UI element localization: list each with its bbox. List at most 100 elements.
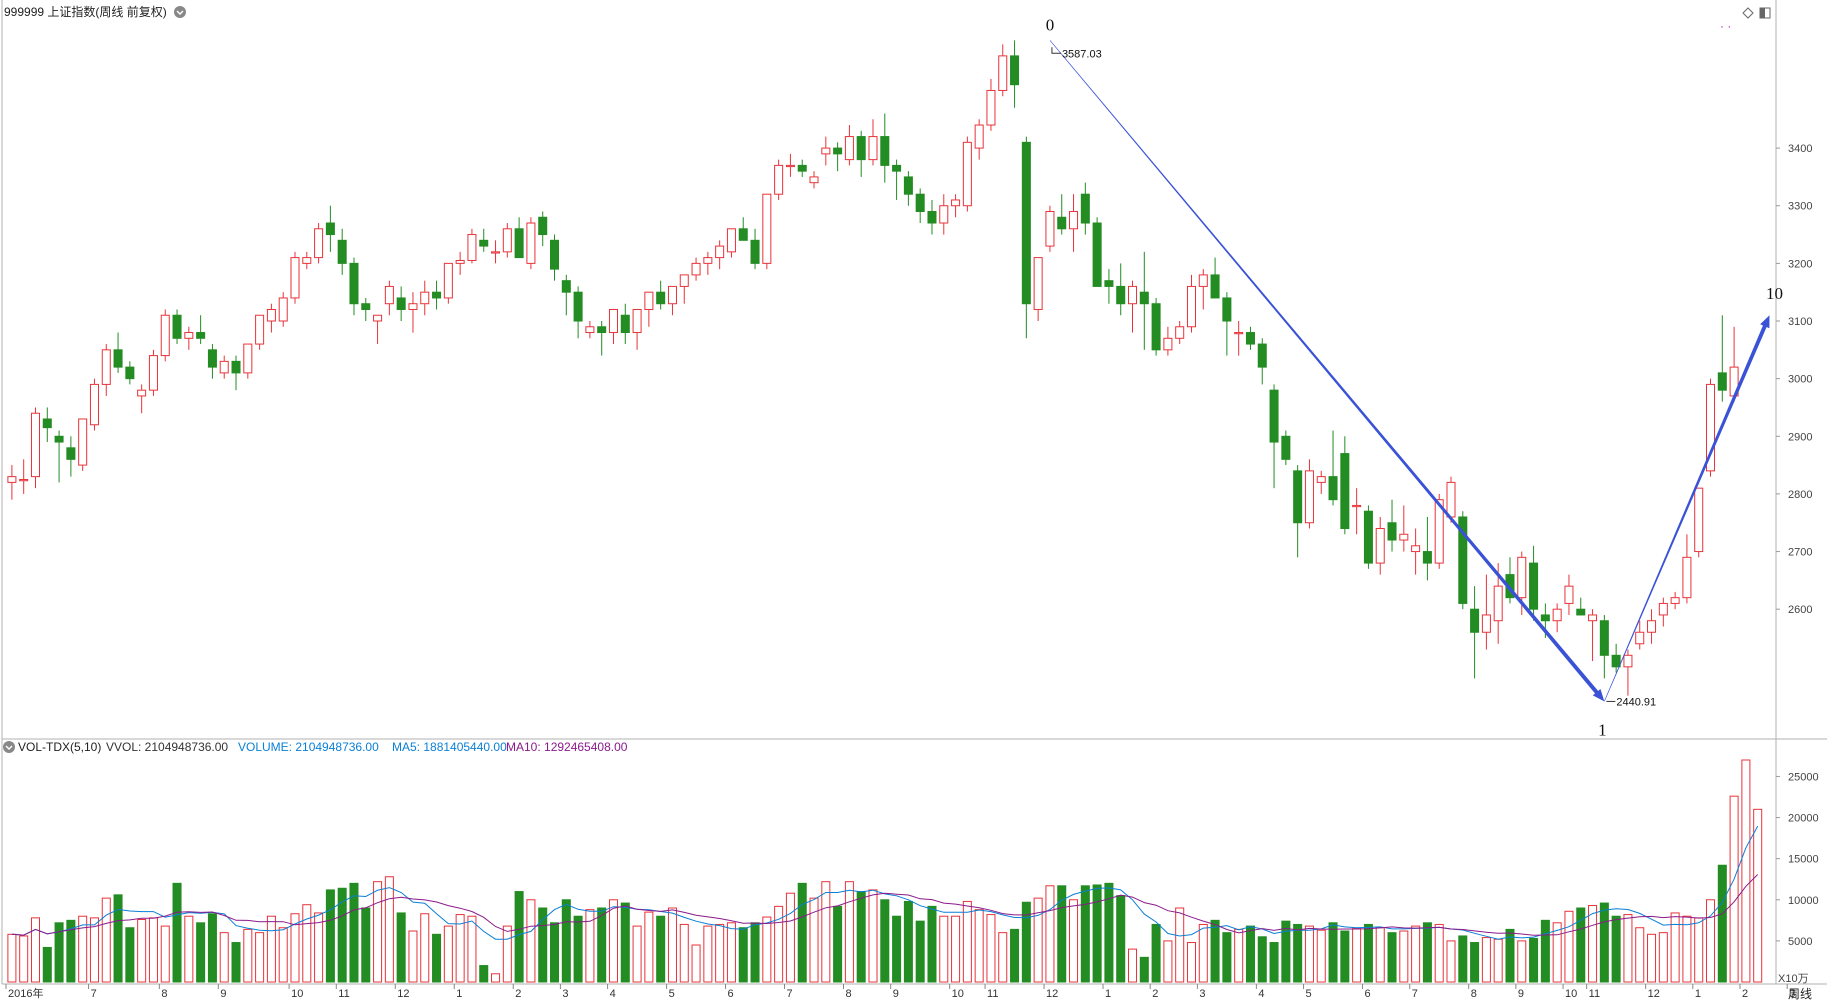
- volume-bar: [337, 887, 347, 983]
- volume-bar: [1658, 932, 1668, 983]
- candle: [54, 430, 64, 483]
- volume-bar: [632, 925, 642, 983]
- candle: [1281, 430, 1291, 466]
- candle: [726, 228, 736, 258]
- volume-bar: [1552, 922, 1562, 983]
- volume-bar: [1033, 897, 1043, 983]
- candle: [538, 211, 548, 247]
- volume-bar: [30, 917, 41, 983]
- trend-line: [1049, 40, 1605, 702]
- volume-bar: [951, 915, 961, 983]
- volume-bar: [349, 882, 359, 983]
- candle: [1481, 574, 1491, 650]
- candle: [396, 286, 406, 322]
- volume-collapse-icon[interactable]: [3, 741, 15, 753]
- volume-bar: [1717, 864, 1727, 983]
- volume-bar: [325, 889, 335, 983]
- volume-bar: [302, 904, 312, 983]
- x-tick-label: 3: [1199, 988, 1205, 1000]
- title-dropdown-icon[interactable]: [174, 6, 186, 18]
- volume-bar: [1316, 929, 1326, 983]
- candle: [1222, 292, 1232, 356]
- volume-bar: [844, 881, 854, 983]
- volume-bar: [785, 892, 795, 983]
- volume-bar: [1682, 915, 1692, 983]
- volume-bar: [1210, 919, 1220, 983]
- volume-label: VOLUME: 2104948736.00: [238, 740, 379, 754]
- volume-bar: [962, 900, 972, 983]
- candle: [1021, 136, 1031, 339]
- volume-bar: [1245, 925, 1255, 983]
- volume-bar: [396, 912, 406, 983]
- volume-bar: [1705, 899, 1716, 983]
- volume-bar: [148, 917, 158, 983]
- volume-tick-label: 25000: [1788, 771, 1819, 783]
- ma5-label: MA5: 1881405440.00: [392, 740, 507, 754]
- volume-bar: [974, 909, 984, 983]
- candle: [1234, 321, 1244, 356]
- volume-bar: [502, 925, 512, 983]
- candle: [549, 234, 560, 281]
- volume-bar: [207, 913, 217, 983]
- candle: [762, 193, 772, 270]
- volume-bar: [231, 942, 241, 983]
- ma10-label: MA10: 1292465408.00: [506, 740, 628, 754]
- candle: [667, 285, 677, 316]
- candle: [608, 308, 619, 345]
- candle: [207, 344, 217, 379]
- volume-bar: [726, 922, 736, 983]
- candle: [1564, 574, 1574, 615]
- volume-unit-label: X10万: [1778, 973, 1809, 985]
- candle: [880, 113, 890, 183]
- x-tick-label: 6: [1365, 988, 1371, 1000]
- x-tick-label: 9: [220, 988, 226, 1000]
- volume-bar: [1434, 923, 1444, 983]
- volume-bar: [656, 915, 666, 983]
- volume-bar: [526, 899, 536, 983]
- volume-bar: [160, 925, 170, 983]
- candle: [1635, 620, 1645, 650]
- diamond-icon[interactable]: [1742, 7, 1754, 19]
- x-axis-corner-label: 周线: [1788, 987, 1812, 1001]
- x-tick-label: 2: [1152, 988, 1158, 1000]
- volume-bar: [467, 915, 477, 983]
- candle: [420, 280, 430, 316]
- volume-bar: [1116, 895, 1126, 983]
- candle: [278, 292, 288, 327]
- x-tick-label: 1: [1695, 988, 1701, 1000]
- price-tick-label: 2700: [1788, 547, 1812, 559]
- x-tick-label: 11: [1589, 988, 1600, 1000]
- volume-bar: [1257, 936, 1267, 983]
- candle: [703, 251, 713, 275]
- candle: [868, 119, 878, 166]
- volume-bar: [1647, 933, 1657, 983]
- candlestick-series: [7, 40, 1739, 696]
- candle: [1694, 487, 1704, 558]
- volume-bar: [561, 899, 571, 983]
- volume-bar: [514, 891, 524, 983]
- panel-toggle-icon[interactable]: [1759, 7, 1771, 19]
- candle: [585, 321, 595, 339]
- candle: [1363, 505, 1373, 569]
- volume-bar: [1021, 901, 1031, 983]
- candle: [892, 159, 902, 200]
- candle: [1352, 488, 1362, 535]
- volume-bar: [1104, 882, 1114, 983]
- candle: [1529, 545, 1539, 621]
- candle: [1057, 194, 1067, 235]
- x-tick-label: 9: [893, 988, 899, 1000]
- x-tick-label: 8: [1471, 988, 1477, 1000]
- price-tick-label: 3300: [1788, 201, 1812, 213]
- candle: [1257, 338, 1267, 385]
- volume-bars: [7, 759, 1763, 983]
- volume-bar: [1375, 927, 1385, 983]
- volume-bar: [1588, 905, 1598, 983]
- candle: [314, 223, 324, 264]
- candle: [1576, 597, 1586, 616]
- x-tick-label: 11: [338, 988, 349, 1000]
- candle: [1387, 499, 1397, 552]
- candle: [1411, 528, 1421, 575]
- candle: [1080, 182, 1090, 235]
- candle: [915, 188, 925, 224]
